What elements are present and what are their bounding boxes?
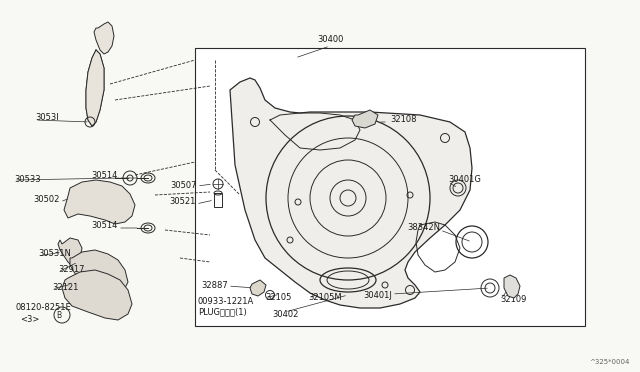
Polygon shape bbox=[58, 238, 82, 266]
Polygon shape bbox=[86, 50, 104, 126]
Text: 38342N: 38342N bbox=[407, 224, 440, 232]
Text: 30507: 30507 bbox=[170, 182, 197, 190]
Polygon shape bbox=[94, 22, 114, 54]
Polygon shape bbox=[70, 250, 128, 295]
Text: ^325*0004: ^325*0004 bbox=[589, 359, 630, 365]
Text: 32108: 32108 bbox=[390, 115, 417, 125]
Bar bbox=[214, 193, 222, 207]
Polygon shape bbox=[250, 280, 266, 296]
Text: 08120-8251E: 08120-8251E bbox=[16, 304, 72, 312]
Text: 00933-1221A: 00933-1221A bbox=[198, 298, 254, 307]
Text: 30531N: 30531N bbox=[38, 250, 71, 259]
Polygon shape bbox=[352, 110, 378, 128]
Text: 32887: 32887 bbox=[201, 280, 228, 289]
Text: 3053l: 3053l bbox=[35, 113, 59, 122]
Text: 32121: 32121 bbox=[52, 282, 78, 292]
Text: 30514: 30514 bbox=[92, 171, 118, 180]
Polygon shape bbox=[504, 275, 520, 298]
Text: PLUGプラグ(1): PLUGプラグ(1) bbox=[198, 308, 247, 317]
Text: 32105M: 32105M bbox=[308, 294, 342, 302]
Polygon shape bbox=[230, 78, 472, 308]
Text: 30401G: 30401G bbox=[448, 176, 481, 185]
Polygon shape bbox=[64, 180, 135, 224]
Text: 30514: 30514 bbox=[92, 221, 118, 231]
Text: <3>: <3> bbox=[20, 314, 40, 324]
Text: 30402: 30402 bbox=[272, 310, 298, 319]
Text: 30401J: 30401J bbox=[363, 291, 392, 299]
Polygon shape bbox=[62, 270, 132, 320]
Text: 30400: 30400 bbox=[317, 35, 343, 44]
Text: 32109: 32109 bbox=[500, 295, 526, 305]
Text: 30533: 30533 bbox=[14, 176, 40, 185]
Bar bbox=[195, 48, 585, 326]
Text: B: B bbox=[56, 311, 61, 320]
Text: 32105: 32105 bbox=[265, 294, 291, 302]
Text: 30502: 30502 bbox=[34, 196, 60, 205]
Text: 32917: 32917 bbox=[58, 266, 84, 275]
Text: 30521: 30521 bbox=[170, 198, 196, 206]
